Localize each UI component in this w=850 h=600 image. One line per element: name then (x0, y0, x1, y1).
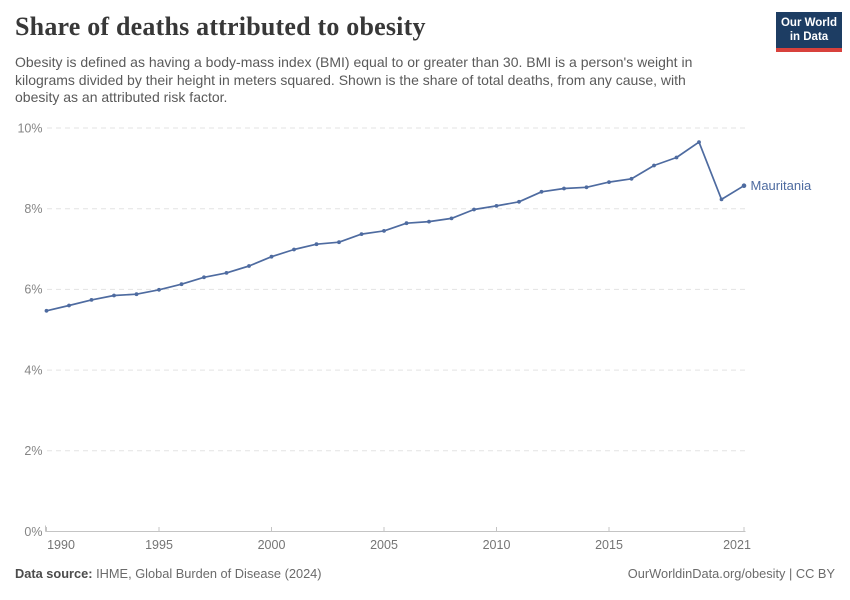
data-source-label: Data source: (15, 566, 93, 581)
data-point (719, 197, 724, 202)
data-point (584, 185, 589, 190)
x-tick-label: 2010 (483, 538, 511, 552)
chart-footer: Data source: IHME, Global Burden of Dise… (0, 566, 850, 581)
y-tick-label: 10% (17, 121, 42, 135)
subtitle-line-3: obesity as an attributed risk factor. (15, 89, 228, 105)
x-tick-label: 1990 (47, 538, 75, 552)
data-point (44, 308, 49, 313)
data-point (224, 271, 229, 275)
data-point (741, 183, 747, 188)
data-point (629, 176, 634, 181)
data-point (314, 242, 319, 247)
data-point (337, 240, 341, 245)
y-tick-label: 2% (24, 444, 42, 458)
owid-logo-line1: Our World (780, 17, 837, 29)
chart-title: Share of deaths attributed to obesity (15, 12, 426, 41)
subtitle-line-1: Obesity is defined as having a body-mass… (15, 54, 693, 70)
data-point (674, 155, 679, 160)
y-tick-label: 8% (24, 202, 42, 216)
data-point (67, 303, 71, 308)
owid-logo-line2: in Data (789, 30, 829, 43)
data-line (45, 141, 745, 312)
data-point (112, 293, 116, 298)
data-point (179, 282, 184, 287)
data-point (247, 264, 251, 268)
entity-label: Mauritania (751, 178, 812, 193)
data-point (494, 204, 499, 208)
data-point (697, 140, 701, 145)
x-tick-label: 2015 (595, 538, 623, 552)
owid-logo[interactable]: Our World in Data (776, 12, 842, 52)
data-point (562, 186, 566, 191)
data-point (404, 221, 409, 226)
y-tick-label: 4% (24, 363, 42, 377)
data-source: Data source: IHME, Global Burden of Dise… (15, 566, 322, 581)
data-point (427, 219, 431, 224)
x-tick-label: 1995 (145, 538, 173, 552)
subtitle-line-2: kilograms divided by their height in met… (15, 71, 686, 88)
data-point (359, 232, 364, 237)
data-point (382, 229, 386, 233)
data-point (134, 292, 139, 297)
data-point (517, 199, 521, 204)
data-point (292, 247, 296, 252)
data-point (89, 298, 94, 302)
credit-link[interactable]: OurWorldinData.org/obesity | CC BY (627, 566, 835, 581)
data-point (269, 254, 274, 259)
x-tick-label: 2005 (370, 538, 398, 552)
data-point (539, 189, 544, 194)
y-tick-label: 0% (24, 525, 42, 539)
data-point (652, 163, 656, 168)
data-point (472, 207, 476, 212)
chart-subtitle: Obesity is defined as having a body-mass… (15, 54, 692, 107)
data-point (607, 180, 611, 185)
data-point (202, 275, 206, 280)
data-source-text: IHME, Global Burden of Disease (2024) (92, 566, 322, 581)
data-point (157, 287, 161, 292)
y-tick-label: 6% (24, 283, 42, 297)
x-tick-label: 2000 (258, 538, 286, 552)
x-tick-label: 2021 (723, 538, 751, 552)
data-point (449, 216, 454, 221)
